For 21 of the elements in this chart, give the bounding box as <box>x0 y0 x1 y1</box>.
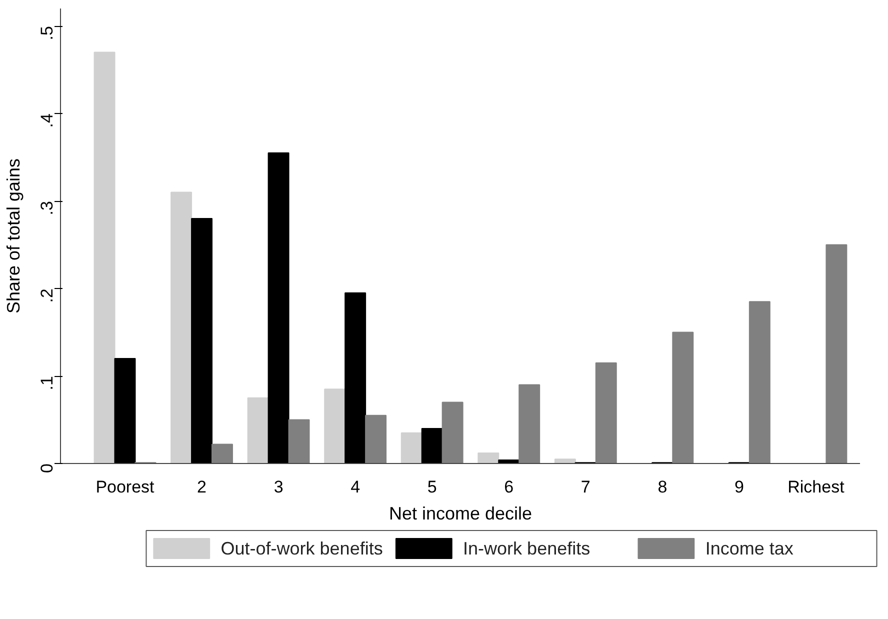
y-tick-label: .3 <box>38 200 56 216</box>
x-tick-label: Richest <box>788 478 845 496</box>
y-tick-label: 0 <box>38 463 56 473</box>
y-tick-label: .5 <box>38 26 56 40</box>
legend-label: Income tax <box>705 538 794 558</box>
x-tick-label: Poorest <box>96 478 155 496</box>
y-tick-label: .1 <box>38 376 56 390</box>
x-tick-label: 9 <box>734 478 744 496</box>
y-axis-title: Share of total gains <box>4 158 24 314</box>
x-tick-label: 6 <box>504 478 514 496</box>
x-tick-label: 3 <box>274 478 284 496</box>
x-tick-label: 4 <box>350 478 360 496</box>
legend-label: Out-of-work benefits <box>220 538 383 558</box>
x-tick-label: 7 <box>580 478 590 496</box>
x-tick-label: 8 <box>658 478 668 496</box>
x-axis-title: Net income decile <box>388 504 532 524</box>
legend-label: In-work benefits <box>463 538 590 558</box>
y-tick-label: .4 <box>38 113 56 128</box>
x-tick-label: 2 <box>197 478 207 496</box>
x-tick-label: 5 <box>427 478 437 496</box>
y-tick-label: .2 <box>38 288 56 303</box>
